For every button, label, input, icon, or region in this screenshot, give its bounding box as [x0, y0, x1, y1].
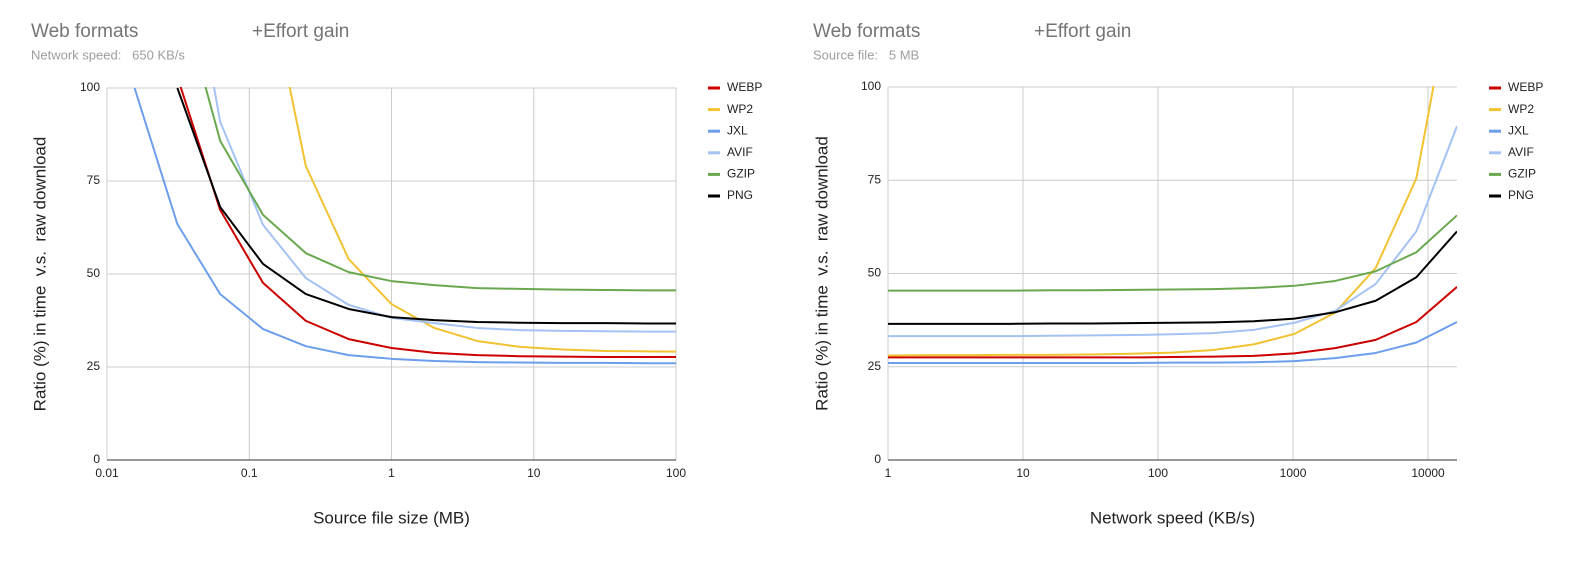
chart-title: Web formats	[813, 21, 920, 42]
series-line	[179, 87, 676, 358]
series-line	[212, 87, 676, 333]
y-tick-label: 0	[874, 452, 881, 466]
x-tick-label: 1	[388, 466, 395, 480]
panel: Web formats +Effort gain Network speed: 65…	[30, 21, 762, 527]
series-line	[176, 87, 676, 325]
y-tick-label: 100	[861, 79, 881, 93]
y-tick-label: 50	[87, 266, 101, 280]
series-group	[133, 87, 676, 365]
x-tick-label: 10	[527, 466, 541, 480]
chart-title: Web formats	[31, 21, 138, 42]
y-axis-title: Ratio (%) in time v.s. raw download	[812, 136, 831, 411]
subtitle: Network speed: 650 KB/s	[31, 47, 185, 62]
x-tick-label: 100	[1148, 466, 1168, 480]
series-group	[888, 86, 1457, 365]
series-line	[888, 230, 1457, 325]
legend-label: WEBP	[1508, 80, 1543, 94]
y-tick-label: 100	[80, 80, 100, 94]
y-tick-label: 25	[87, 359, 101, 373]
legend-label: AVIF	[727, 145, 753, 159]
legend-label: GZIP	[1508, 167, 1536, 181]
subtitle: Source file: 5 MB	[813, 47, 919, 62]
y-tick-label: 25	[868, 359, 882, 373]
y-tick-label: 75	[87, 173, 101, 187]
y-tick-label: 50	[868, 266, 882, 280]
x-axis-title: Network speed (KB/s)	[1090, 508, 1255, 527]
x-axis-title: Source file size (MB)	[313, 508, 470, 527]
series-line	[888, 286, 1457, 359]
series-line	[204, 87, 676, 292]
y-axis-title: Ratio (%) in time v.s. raw download	[30, 137, 49, 412]
x-tick-label: 0.1	[241, 466, 258, 480]
legend-label: WP2	[1508, 102, 1534, 116]
x-tick-label: 1000	[1280, 466, 1307, 480]
x-tick-label: 10	[1016, 466, 1030, 480]
panel: Web formats +Effort gain Source file: 5 MB…	[812, 21, 1543, 527]
legend-label: WEBP	[727, 80, 762, 94]
legend-label: PNG	[1508, 188, 1534, 202]
annotation: +Effort gain	[1034, 21, 1131, 42]
legend-label: WP2	[727, 102, 753, 116]
x-tick-label: 0.01	[95, 466, 119, 480]
y-tick-label: 0	[93, 452, 100, 466]
legend-label: GZIP	[727, 167, 755, 181]
y-tick-label: 75	[868, 172, 882, 186]
x-tick-label: 1	[885, 466, 892, 480]
legend-label: AVIF	[1508, 145, 1534, 159]
x-tick-label: 100	[666, 466, 686, 480]
series-line	[133, 87, 676, 365]
legend-label: JXL	[727, 123, 748, 137]
series-line	[888, 125, 1457, 338]
series-line	[288, 87, 676, 353]
legend-label: JXL	[1508, 123, 1529, 137]
series-line	[888, 86, 1435, 357]
legend-label: PNG	[727, 188, 753, 202]
annotation: +Effort gain	[252, 21, 349, 42]
series-line	[888, 321, 1457, 365]
series-line	[888, 214, 1457, 292]
x-tick-label: 10000	[1411, 466, 1445, 480]
